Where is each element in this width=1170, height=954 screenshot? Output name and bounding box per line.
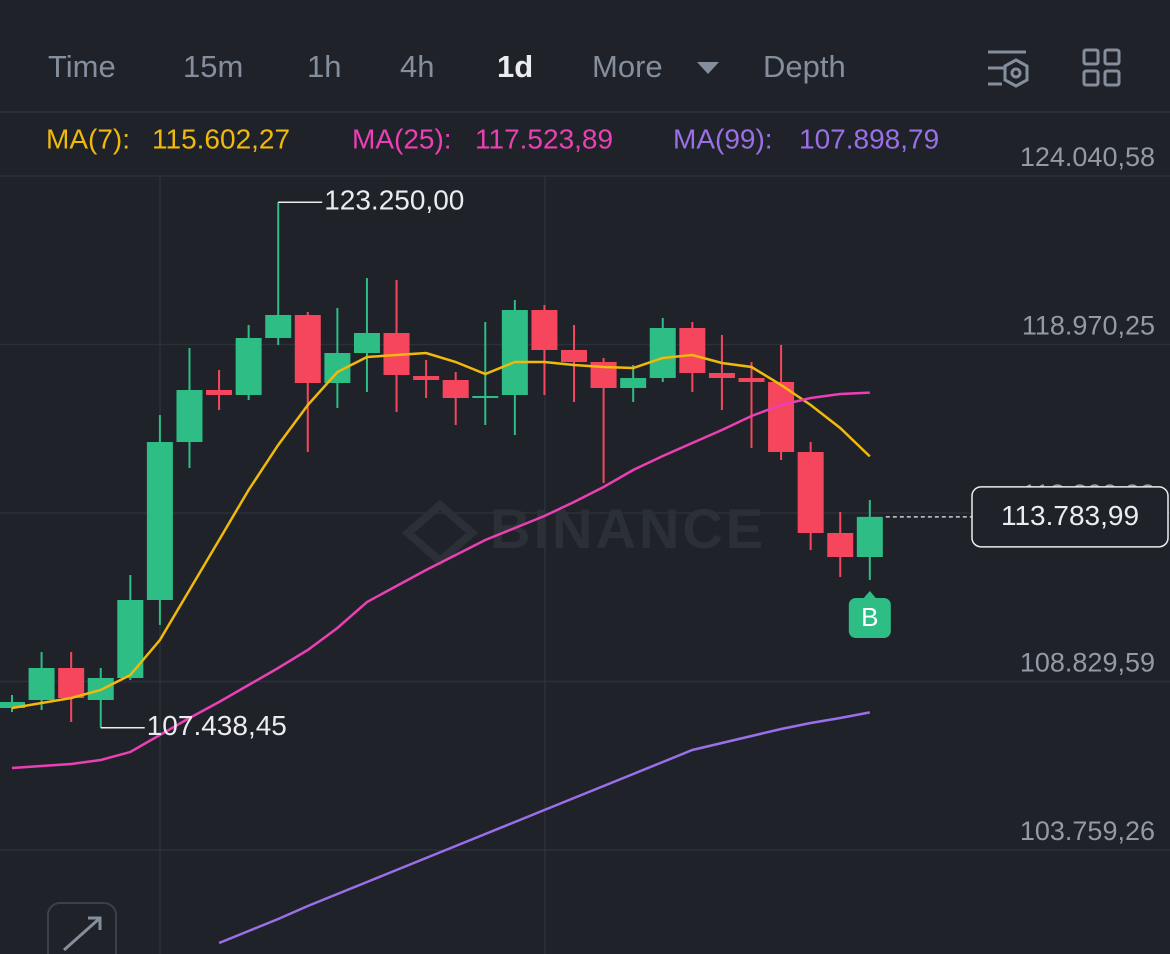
ma-line	[11, 391, 870, 770]
expand-button[interactable]	[47, 902, 117, 954]
layout-icon[interactable]	[1082, 48, 1121, 87]
watermark: BINANCE	[490, 497, 766, 560]
legend-value: 117.523,89	[475, 123, 613, 154]
expand-box	[47, 902, 117, 954]
candle-body	[679, 327, 706, 373]
expand-arrow	[88, 916, 102, 930]
icon-square	[1103, 69, 1121, 87]
buy-marker-pointer[interactable]	[863, 590, 876, 598]
candle-body	[235, 337, 262, 395]
icon-hex	[1003, 58, 1029, 88]
toolbar-tab[interactable]: More	[592, 49, 663, 84]
candle-body	[117, 600, 144, 678]
ma-line	[218, 711, 871, 945]
last-price-box	[971, 486, 1169, 548]
high-label: 123.250,00	[324, 185, 464, 216]
candle-body	[561, 349, 588, 362]
y-tick-label: 108.829,59	[1020, 648, 1155, 678]
legend-value: 107.898,79	[799, 123, 939, 154]
last-price-label: 113.783,99	[1001, 500, 1139, 531]
buy-marker-label: B	[861, 602, 878, 632]
plot-layer: Time 15m 1h 4h 1d More Depth BINANCE 124.040,58 1…	[0, 49, 1170, 945]
candle-body	[531, 310, 558, 350]
candle-body	[827, 533, 854, 557]
legend-name: MA(99):	[673, 123, 773, 154]
icon-square	[1082, 69, 1100, 87]
candle-body	[856, 516, 883, 557]
ma-line	[11, 351, 871, 710]
icon-dot	[1010, 67, 1022, 79]
candle-body	[501, 310, 528, 395]
toolbar-tab[interactable]: 15m	[183, 49, 243, 84]
candle-body	[649, 327, 676, 379]
y-tick-label: 124.040,58	[1020, 142, 1155, 172]
watermark-logo	[401, 499, 479, 567]
toolbar-tab[interactable]: 4h	[400, 49, 434, 84]
candle-body	[265, 314, 292, 338]
candle-body	[28, 667, 55, 700]
candle-body	[442, 380, 469, 399]
y-tick-label: 118.970,25	[1022, 311, 1155, 341]
candle-body	[353, 333, 380, 354]
icon-square	[1103, 48, 1121, 66]
toolbar-tab[interactable]: Time	[48, 49, 116, 84]
candle-body	[0, 701, 25, 709]
legend-name: MA(25):	[352, 123, 452, 154]
buy-marker[interactable]	[848, 597, 891, 638]
settings-icon[interactable]	[988, 50, 1029, 88]
low-label: 107.438,45	[147, 710, 287, 741]
legend-value: 115.602,27	[152, 123, 290, 154]
y-tick-label: 103.759,26	[1020, 816, 1155, 846]
candle-body	[176, 390, 203, 443]
icon-square	[1082, 48, 1100, 66]
expand-arrow	[63, 916, 101, 952]
candle-body	[58, 667, 85, 699]
dropdown-caret	[697, 62, 719, 74]
candle-body	[294, 314, 321, 383]
candle-body	[146, 442, 173, 601]
candle-body	[708, 372, 735, 379]
candle-body	[738, 378, 765, 382]
candle-body	[413, 376, 440, 381]
candle-body	[797, 452, 824, 534]
candle-body	[472, 395, 499, 399]
candle-body	[620, 378, 647, 389]
legend-name: MA(7):	[46, 123, 130, 154]
toolbar-tab[interactable]: 1h	[307, 49, 341, 84]
toolbar-tab[interactable]: Depth	[763, 49, 846, 84]
candle-body	[768, 381, 795, 453]
candle-body	[206, 390, 233, 395]
toolbar-tab[interactable]: 1d	[497, 49, 533, 84]
